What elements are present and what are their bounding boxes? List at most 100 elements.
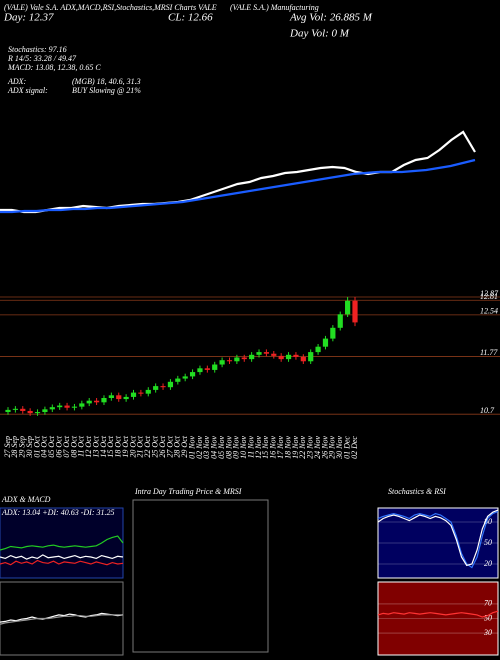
x-tick-label: 16 Nov: [269, 436, 278, 459]
candle-body: [108, 395, 114, 398]
candle-body: [352, 300, 358, 323]
x-tick-label: 08 Oct: [69, 435, 78, 457]
series-line: [377, 510, 499, 569]
series-line: [0, 614, 123, 625]
y-tick-label: 20: [484, 559, 492, 568]
candle-body: [42, 409, 48, 413]
candle-body: [234, 357, 240, 362]
candle-body: [241, 357, 247, 360]
x-tick-label: 02 Dec: [350, 436, 359, 459]
series-line: [0, 535, 124, 551]
x-tick-label: 29 Nov: [328, 436, 337, 459]
candle-body: [293, 354, 299, 357]
x-tick-label: 20 Oct: [128, 435, 137, 457]
candle-body: [263, 352, 270, 354]
stochastics: Stochastics: 97.16: [8, 45, 67, 54]
candle-body: [189, 372, 196, 377]
series-line: [0, 158, 476, 214]
candle-body: [308, 352, 314, 362]
candle-body: [212, 364, 218, 370]
day-range: Day: 12.37: [3, 12, 54, 24]
candle-body: [226, 360, 233, 362]
panel: [377, 507, 499, 579]
day-vol: Day Vol: 0 M: [289, 28, 350, 40]
adx-signal: ADX signal:: [7, 86, 48, 95]
adx: ADX:: [7, 77, 27, 86]
x-tick-label: 28 Oct: [173, 435, 182, 457]
x-tick-label: 05 Nov: [217, 436, 226, 459]
y-tick-label: 50: [484, 538, 492, 547]
panel-title: Stochastics & RSI: [388, 487, 446, 496]
candle-body: [79, 403, 85, 407]
x-tick-label: 12 Nov: [254, 436, 263, 459]
candle-body: [130, 392, 137, 397]
panel: [377, 581, 499, 656]
series-line: [0, 554, 124, 560]
candle-body: [34, 412, 41, 414]
x-tick-label: 01 Nov: [187, 436, 196, 459]
y-tick-label: 30: [483, 628, 492, 637]
x-tick-label: 29 Oct: [180, 435, 189, 457]
title: (VALE) Vale S.A. ADX,MACD,RSI,Stochastic…: [4, 3, 217, 12]
candle-body: [167, 381, 174, 388]
x-tick-label: 04 Nov: [210, 436, 219, 459]
panel: [0, 581, 124, 656]
y-tick-label: 12.87: [480, 289, 499, 298]
candle-body: [345, 300, 351, 315]
candle-body: [101, 398, 107, 403]
x-tick-label: 03 Nov: [202, 436, 211, 459]
x-tick-label: 29 Sep: [18, 436, 27, 458]
x-tick-label: 19 Oct: [121, 435, 130, 457]
candle-body: [271, 353, 277, 356]
candle-body: [204, 368, 210, 370]
x-tick-label: 11 Oct: [77, 435, 86, 457]
candle-body: [322, 338, 329, 347]
x-tick-label: 30 Nov: [335, 436, 344, 460]
x-tick-label: 01 Dec: [342, 436, 351, 459]
candle-body: [12, 408, 18, 410]
x-tick-label: 23 Nov: [306, 436, 315, 459]
candle-body: [182, 376, 188, 379]
series-line: [0, 559, 124, 566]
x-tick-label: 27 Oct: [165, 435, 174, 457]
candle-body: [27, 410, 33, 414]
candle-body: [249, 354, 255, 360]
close: CL: 12.66: [168, 12, 213, 24]
candle-body: [145, 389, 151, 394]
panel: [0, 507, 124, 579]
candle-body: [256, 352, 262, 355]
x-tick-label: 21 Oct: [136, 435, 145, 457]
candle-body: [86, 400, 92, 404]
panel-title: ADX & MACD: [1, 495, 51, 504]
candle-body: [160, 386, 166, 388]
x-tick-label: 19 Nov: [291, 436, 300, 459]
x-tick-label: 05 Oct: [47, 435, 56, 457]
x-tick-label: 01 Oct: [32, 435, 41, 457]
y-tick-label: 10.7: [480, 406, 495, 415]
candle-body: [219, 360, 225, 365]
x-tick-label: 28 Sep: [10, 436, 19, 458]
panel: [132, 499, 269, 653]
x-tick-label: 30 Sep: [25, 436, 34, 459]
macd: MACD: 13.08, 12.38, 0.65 C: [7, 63, 101, 72]
x-tick-label: 07 Oct: [62, 435, 71, 457]
candle-body: [197, 368, 203, 373]
candle-body: [5, 409, 11, 413]
panel-title: Intra Day Trading Price & MRSI: [134, 487, 242, 496]
company: (VALE S.A.) Manufacturing: [230, 3, 319, 12]
x-tick-label: 04 Oct: [40, 435, 49, 457]
candle-body: [57, 405, 63, 408]
y-tick-label: 12.54: [480, 307, 498, 316]
x-tick-label: 14 Oct: [99, 435, 108, 457]
adx-values: (MGB) 18, 40.6, 31.3: [72, 77, 141, 86]
x-tick-label: 06 Oct: [55, 435, 64, 457]
candle-body: [123, 396, 129, 400]
rsi: R 14/5: 33.28 / 49.47: [7, 54, 77, 63]
x-tick-label: 17 Nov: [276, 436, 285, 459]
series-line: [377, 610, 499, 618]
y-tick-label: 70: [484, 599, 492, 608]
avg-vol: Avg Vol: 26.885 M: [289, 12, 373, 24]
x-tick-label: 18 Oct: [114, 435, 123, 457]
